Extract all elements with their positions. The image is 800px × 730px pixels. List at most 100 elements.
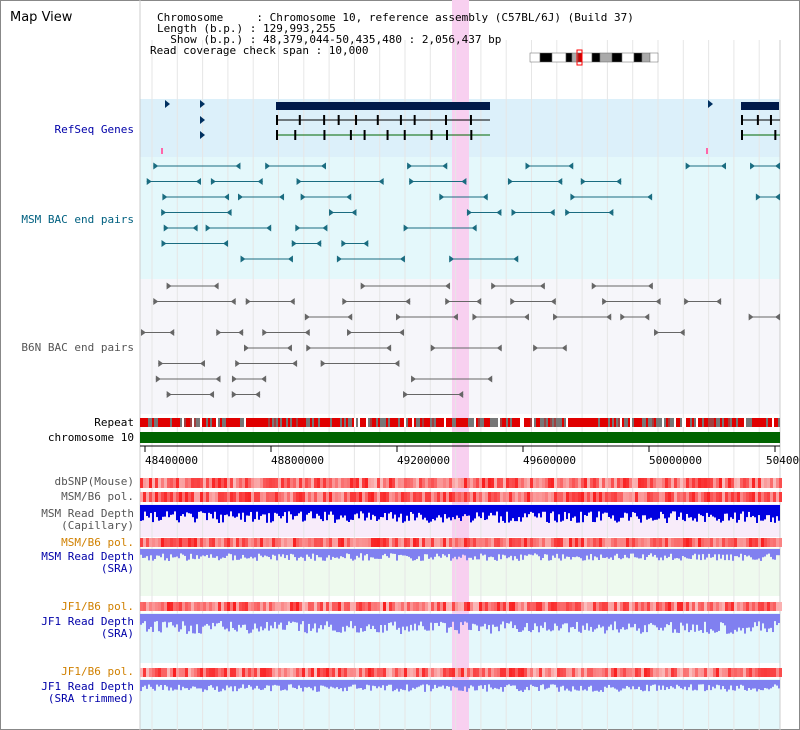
jf1-sra-depth-bar (288, 614, 290, 622)
repeat-segment (274, 418, 276, 427)
msm-sra-depth-bar (188, 549, 190, 560)
dbsnp-density (608, 478, 611, 488)
msm-sra-depth-bar (276, 549, 278, 561)
jf1-b6-pol-density (176, 668, 179, 677)
jf1-b6-pol-density (605, 668, 608, 677)
jf1-trim-depth-bar (714, 680, 716, 689)
msm-b6-pol-density (152, 538, 155, 547)
msm-sra-depth-bar (570, 549, 572, 560)
msm-bac-pair-end (346, 193, 352, 201)
msm-b6-pol-density (587, 492, 590, 502)
msm-sra-depth-bar (644, 549, 646, 560)
jf1-sra-depth-bar (470, 614, 472, 631)
track-label-repeat[interactable]: Repeat (94, 416, 134, 429)
msm-b6-pol-density (635, 538, 638, 547)
repeat-segment (540, 418, 542, 427)
repeat-segment (452, 418, 454, 427)
track-label-jf1-trim-1[interactable]: JF1 Read Depth (41, 680, 134, 693)
jf1-b6-pol-density (431, 602, 434, 611)
jf1-b6-pol-density (335, 668, 338, 677)
jf1-b6-pol-density (254, 668, 257, 677)
msm-cap-depth-bar (730, 505, 732, 518)
msm-sra-depth-bar (296, 549, 298, 561)
jf1-b6-pol-density (170, 668, 173, 677)
msm-b6-pol-density (215, 538, 218, 547)
jf1-b6-pol-density (356, 668, 359, 677)
msm-sra-depth-bar (290, 549, 292, 554)
msm-b6-pol-density (239, 492, 242, 502)
msm-cap-depth-bar (442, 505, 444, 523)
msm-cap-depth-bar (160, 505, 162, 520)
jf1-b6-pol-density (560, 668, 563, 677)
track-label-msm-pol-1[interactable]: MSM/B6 pol. (61, 490, 134, 503)
jf1-sra-depth-bar (436, 614, 438, 623)
jf1-b6-pol-density (575, 668, 578, 677)
track-label-msm-pol-2[interactable]: MSM/B6 pol. (61, 536, 134, 549)
msm-b6-pol-density (299, 492, 302, 502)
repeat-segment (752, 418, 754, 427)
msm-cap-depth-bar (318, 505, 320, 516)
msm-cap-depth-bar (684, 505, 686, 522)
msm-b6-pol-density (695, 492, 698, 502)
jf1-b6-pol-density (347, 668, 350, 677)
track-label-jf1-pol-1[interactable]: JF1/B6 pol. (61, 600, 134, 613)
msm-cap-depth-bar (578, 505, 580, 523)
repeat-segment (574, 418, 576, 427)
track-label-msm-depth-cap-1[interactable]: MSM Read Depth (41, 507, 134, 520)
track-label-msm-depth-sra-1[interactable]: MSM Read Depth (41, 550, 134, 563)
track-label-refseq[interactable]: RefSeq Genes (54, 123, 134, 136)
track-label-b6n-bac[interactable]: B6N BAC end pairs (21, 341, 134, 354)
jf1-sra-depth-bar (148, 614, 150, 630)
dbsnp-density (530, 478, 533, 488)
jf1-b6-pol-density (500, 668, 503, 677)
repeat-segment (354, 418, 356, 427)
msm-b6-pol-density (404, 492, 407, 502)
msm-cap-depth-bar (722, 505, 724, 521)
jf1-trim-depth-bar (410, 680, 412, 691)
msm-cap-depth-bar (210, 505, 212, 514)
repeat-segment (584, 418, 586, 427)
jf1-b6-pol-density (320, 668, 323, 677)
track-label-dbsnp[interactable]: dbSNP(Mouse) (54, 475, 134, 488)
jf1-trim-depth-bar (526, 680, 528, 687)
msm-b6-pol-density (542, 538, 545, 547)
jf1-b6-pol-density (389, 668, 392, 677)
msm-cap-depth-bar (454, 505, 456, 520)
jf1-b6-pol-density (455, 602, 458, 611)
repeat-segment (394, 418, 396, 427)
msm-b6-pol-density (458, 538, 461, 547)
jf1-sra-depth-bar (682, 614, 684, 626)
msm-b6-pol-density (590, 492, 593, 502)
track-label-msm-bac[interactable]: MSM BAC end pairs (21, 213, 134, 226)
jf1-b6-pol-density (338, 668, 341, 677)
jf1-b6-pol-density (242, 668, 245, 677)
jf1-b6-pol-density (377, 668, 380, 677)
msm-sra-depth-bar (668, 549, 670, 557)
msm-cap-depth-bar (692, 505, 694, 521)
msm-b6-pol-density (575, 538, 578, 547)
msm-bac-pair-end (205, 224, 211, 232)
dbsnp-density (233, 478, 236, 488)
msm-sra-depth-bar (626, 549, 628, 558)
repeat-segment (272, 418, 274, 427)
msm-cap-depth-bar (764, 505, 766, 520)
jf1-b6-pol-density (149, 602, 152, 611)
msm-b6-pol-density (245, 538, 248, 547)
msm-bac-pair-end (162, 193, 168, 201)
msm-b6-pol-density (251, 492, 254, 502)
msm-sra-depth-bar (560, 549, 562, 561)
dbsnp-density (695, 478, 698, 488)
msm-bac-pair-end (341, 240, 347, 247)
msm-sra-depth-bar (636, 549, 638, 558)
jf1-trim-depth-bar (466, 680, 468, 692)
dbsnp-density (365, 478, 368, 488)
track-label-jf1-depth-sra-1[interactable]: JF1 Read Depth (41, 615, 134, 628)
repeat-segment (634, 418, 636, 427)
msm-cap-depth-bar (240, 505, 242, 520)
track-label-jf1-pol-2[interactable]: JF1/B6 pol. (61, 665, 134, 678)
jf1-trim-depth-bar (140, 680, 142, 692)
refseq-exon (294, 130, 297, 140)
jf1-b6-pol-density (677, 668, 680, 677)
msm-sra-depth-bar (160, 549, 162, 558)
